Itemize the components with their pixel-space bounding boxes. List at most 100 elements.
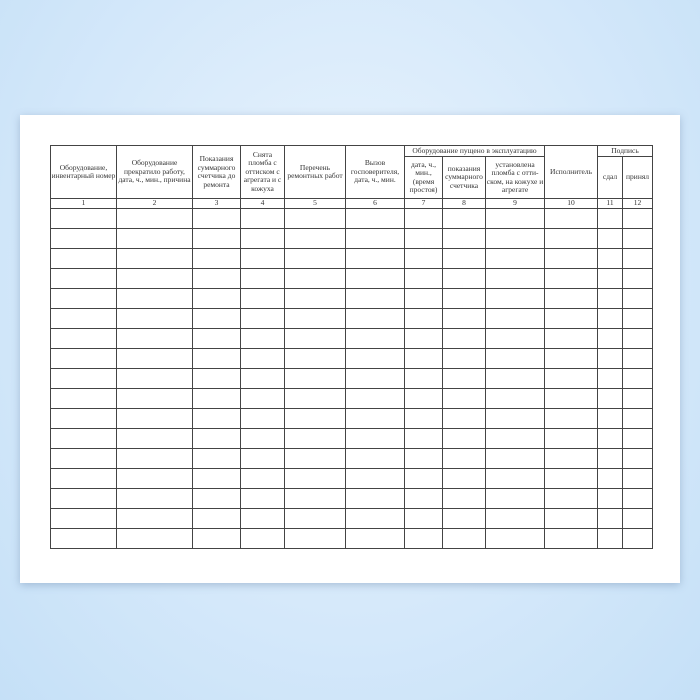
table-cell[interactable] [442,508,486,529]
table-cell[interactable] [622,288,654,309]
table-cell[interactable] [50,308,117,329]
table-cell[interactable] [442,368,486,389]
table-cell[interactable] [240,448,285,469]
table-cell[interactable] [192,488,241,509]
table-cell[interactable] [192,528,241,549]
table-cell[interactable] [622,408,654,429]
table-cell[interactable] [484,228,546,249]
table-cell[interactable] [442,528,486,549]
table-cell[interactable] [240,328,285,349]
table-cell[interactable] [284,348,346,369]
table-cell[interactable] [284,488,346,509]
table-cell[interactable] [345,248,405,269]
table-cell[interactable] [240,268,285,289]
table-cell[interactable] [345,208,405,229]
table-cell[interactable] [116,448,193,469]
table-cell[interactable] [442,228,486,249]
table-cell[interactable] [50,228,117,249]
table-cell[interactable] [597,208,624,229]
table-cell[interactable] [544,408,599,429]
table-cell[interactable] [622,348,654,369]
table-cell[interactable] [240,488,285,509]
table-cell[interactable] [442,428,486,449]
table-cell[interactable] [50,348,117,369]
table-cell[interactable] [345,288,405,309]
table-cell[interactable] [484,308,546,329]
table-cell[interactable] [50,208,117,229]
table-cell[interactable] [544,428,599,449]
table-cell[interactable] [404,448,443,469]
table-cell[interactable] [484,428,546,449]
table-cell[interactable] [284,248,346,269]
table-cell[interactable] [544,448,599,469]
table-cell[interactable] [404,488,443,509]
table-cell[interactable] [50,428,117,449]
table-cell[interactable] [116,428,193,449]
table-cell[interactable] [50,408,117,429]
table-cell[interactable] [544,228,599,249]
table-cell[interactable] [192,468,241,489]
table-cell[interactable] [622,508,654,529]
table-cell[interactable] [442,248,486,269]
table-cell[interactable] [50,368,117,389]
table-cell[interactable] [116,308,193,329]
table-cell[interactable] [192,448,241,469]
table-cell[interactable] [192,428,241,449]
table-cell[interactable] [622,308,654,329]
table-cell[interactable] [597,468,624,489]
table-cell[interactable] [284,328,346,349]
table-cell[interactable] [442,448,486,469]
table-cell[interactable] [622,208,654,229]
table-cell[interactable] [404,368,443,389]
table-cell[interactable] [622,368,654,389]
table-cell[interactable] [345,268,405,289]
table-cell[interactable] [597,488,624,509]
table-cell[interactable] [192,328,241,349]
table-cell[interactable] [544,508,599,529]
table-cell[interactable] [116,248,193,269]
table-cell[interactable] [284,228,346,249]
table-cell[interactable] [116,388,193,409]
table-cell[interactable] [50,328,117,349]
table-cell[interactable] [116,408,193,429]
table-cell[interactable] [116,328,193,349]
table-cell[interactable] [284,408,346,429]
table-cell[interactable] [240,368,285,389]
table-cell[interactable] [192,228,241,249]
table-cell[interactable] [192,348,241,369]
table-cell[interactable] [597,288,624,309]
table-cell[interactable] [284,268,346,289]
table-cell[interactable] [240,248,285,269]
table-cell[interactable] [404,388,443,409]
table-cell[interactable] [284,528,346,549]
table-cell[interactable] [484,408,546,429]
table-cell[interactable] [116,348,193,369]
table-cell[interactable] [622,488,654,509]
table-cell[interactable] [442,288,486,309]
table-cell[interactable] [544,528,599,549]
table-cell[interactable] [442,328,486,349]
table-cell[interactable] [240,528,285,549]
table-cell[interactable] [284,428,346,449]
table-cell[interactable] [484,388,546,409]
table-cell[interactable] [597,508,624,529]
table-cell[interactable] [597,268,624,289]
table-cell[interactable] [597,228,624,249]
table-cell[interactable] [50,268,117,289]
table-cell[interactable] [544,368,599,389]
table-cell[interactable] [192,248,241,269]
table-cell[interactable] [484,328,546,349]
table-cell[interactable] [50,248,117,269]
table-cell[interactable] [597,248,624,269]
table-cell[interactable] [404,528,443,549]
table-cell[interactable] [442,408,486,429]
table-cell[interactable] [240,408,285,429]
table-cell[interactable] [345,388,405,409]
table-cell[interactable] [404,408,443,429]
table-cell[interactable] [240,208,285,229]
table-cell[interactable] [622,388,654,409]
table-cell[interactable] [442,208,486,229]
table-cell[interactable] [404,428,443,449]
table-cell[interactable] [544,208,599,229]
table-cell[interactable] [284,208,346,229]
